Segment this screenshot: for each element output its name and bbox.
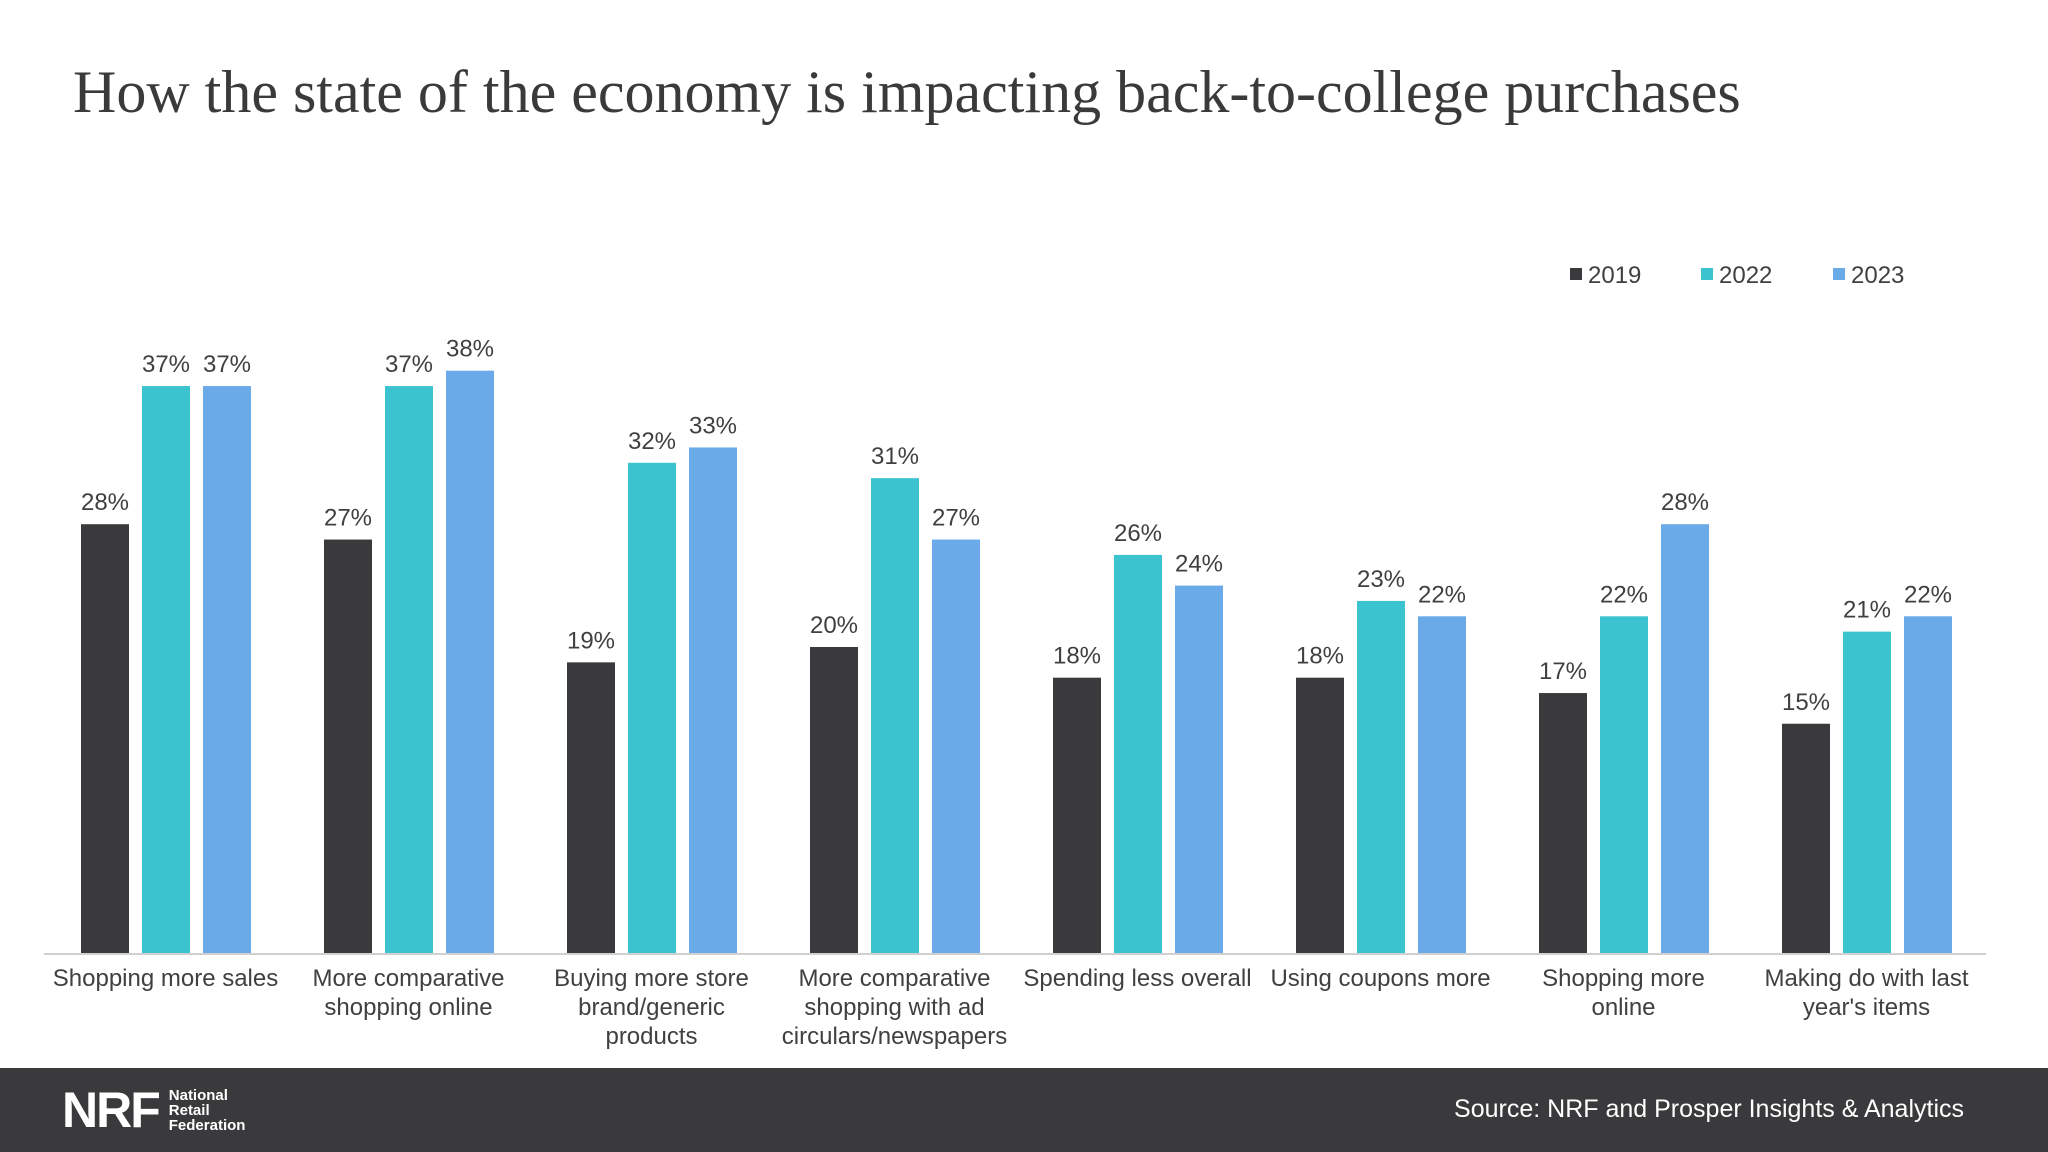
data-label: 37% bbox=[203, 351, 251, 378]
bar bbox=[1904, 616, 1952, 954]
data-label: 19% bbox=[567, 627, 615, 654]
bar bbox=[1539, 693, 1587, 954]
bar bbox=[446, 370, 494, 954]
x-tick-label: Making do with last bbox=[1764, 965, 1968, 992]
data-label: 17% bbox=[1539, 658, 1587, 685]
data-label: 37% bbox=[385, 351, 433, 378]
x-tick-label: shopping online bbox=[324, 994, 492, 1021]
nrf-logo: NRF National Retail Federation bbox=[62, 1082, 246, 1138]
bar bbox=[871, 478, 919, 954]
x-tick-label: brand/generic bbox=[578, 994, 725, 1021]
data-label: 26% bbox=[1114, 520, 1162, 547]
bar bbox=[1661, 524, 1709, 954]
source-note: Source: NRF and Prosper Insights & Analy… bbox=[1454, 1095, 1964, 1123]
x-tick-label: circulars/newspapers bbox=[782, 1023, 1007, 1050]
bar bbox=[1296, 677, 1344, 954]
bar bbox=[142, 386, 190, 954]
data-label: 22% bbox=[1418, 581, 1466, 608]
bar bbox=[1782, 723, 1830, 954]
data-label: 27% bbox=[932, 505, 980, 532]
logo-line: Federation bbox=[168, 1116, 246, 1134]
legend-label: 2019 bbox=[1588, 262, 1641, 289]
x-tick-label: Shopping more bbox=[1542, 965, 1705, 992]
data-label: 24% bbox=[1175, 551, 1223, 578]
data-label: 28% bbox=[81, 489, 129, 516]
legend-swatch bbox=[1701, 268, 1713, 280]
data-label: 22% bbox=[1904, 581, 1952, 608]
bar bbox=[567, 662, 615, 954]
x-tick-label: More comparative bbox=[798, 965, 990, 992]
bar bbox=[1418, 616, 1466, 954]
bar bbox=[810, 647, 858, 954]
x-tick-label: shopping with ad bbox=[804, 994, 984, 1021]
bar bbox=[1175, 585, 1223, 954]
data-label: 20% bbox=[810, 612, 858, 639]
data-label: 23% bbox=[1357, 566, 1405, 593]
data-label: 37% bbox=[142, 351, 190, 378]
x-tick-label: Shopping more sales bbox=[53, 965, 278, 992]
chart-legend: 2019 2022 2023 bbox=[1570, 262, 1904, 289]
data-label: 31% bbox=[871, 443, 919, 470]
logo-mark: NRF bbox=[62, 1082, 161, 1138]
x-axis-labels: Shopping more sales More comparativeshopp… bbox=[53, 965, 1969, 1050]
data-label: 15% bbox=[1782, 689, 1830, 716]
bar bbox=[932, 539, 980, 954]
data-label: 21% bbox=[1843, 597, 1891, 624]
chart-bars: 28% 37% 37% 27% 37% 38% 19% 32% 33% 20% 31% 27% 18% 2… bbox=[81, 336, 1952, 954]
x-tick-label: More comparative bbox=[312, 965, 504, 992]
data-label: 33% bbox=[689, 412, 737, 439]
logo-line: National bbox=[168, 1086, 228, 1104]
logo-line: Retail bbox=[168, 1101, 210, 1119]
x-tick-label: products bbox=[605, 1023, 697, 1050]
legend-label: 2022 bbox=[1719, 262, 1772, 289]
bar-chart: 2019 2022 2023 28% 37% 37% 27% 37% 38% 19% 32% 33%… bbox=[44, 262, 1986, 1050]
x-tick-label: Using coupons more bbox=[1270, 965, 1490, 992]
data-label: 18% bbox=[1053, 643, 1101, 670]
data-label: 38% bbox=[446, 336, 494, 363]
footer-bar: NRF National Retail Federation Source: N… bbox=[0, 1068, 2048, 1152]
x-tick-label: Spending less overall bbox=[1023, 965, 1251, 992]
logo-wordmark: National Retail Federation bbox=[169, 1088, 246, 1133]
bar bbox=[324, 539, 372, 954]
legend-swatch bbox=[1570, 268, 1582, 280]
bar bbox=[1357, 600, 1405, 954]
data-label: 18% bbox=[1296, 643, 1344, 670]
bar bbox=[628, 462, 676, 954]
bar bbox=[1843, 631, 1891, 954]
legend-label: 2023 bbox=[1851, 262, 1904, 289]
data-label: 22% bbox=[1600, 581, 1648, 608]
x-tick-label: online bbox=[1591, 994, 1655, 1021]
x-tick-label: Buying more store bbox=[554, 965, 749, 992]
legend-swatch bbox=[1833, 268, 1845, 280]
data-label: 32% bbox=[628, 428, 676, 455]
data-label: 27% bbox=[324, 505, 372, 532]
bar bbox=[1114, 554, 1162, 954]
bar bbox=[385, 386, 433, 954]
bar bbox=[1053, 677, 1101, 954]
bar bbox=[1600, 616, 1648, 954]
bar bbox=[689, 447, 737, 954]
data-label: 28% bbox=[1661, 489, 1709, 516]
x-tick-label: year's items bbox=[1803, 994, 1930, 1021]
bar bbox=[203, 386, 251, 954]
bar bbox=[81, 524, 129, 954]
page-title: How the state of the economy is impactin… bbox=[73, 59, 1741, 125]
